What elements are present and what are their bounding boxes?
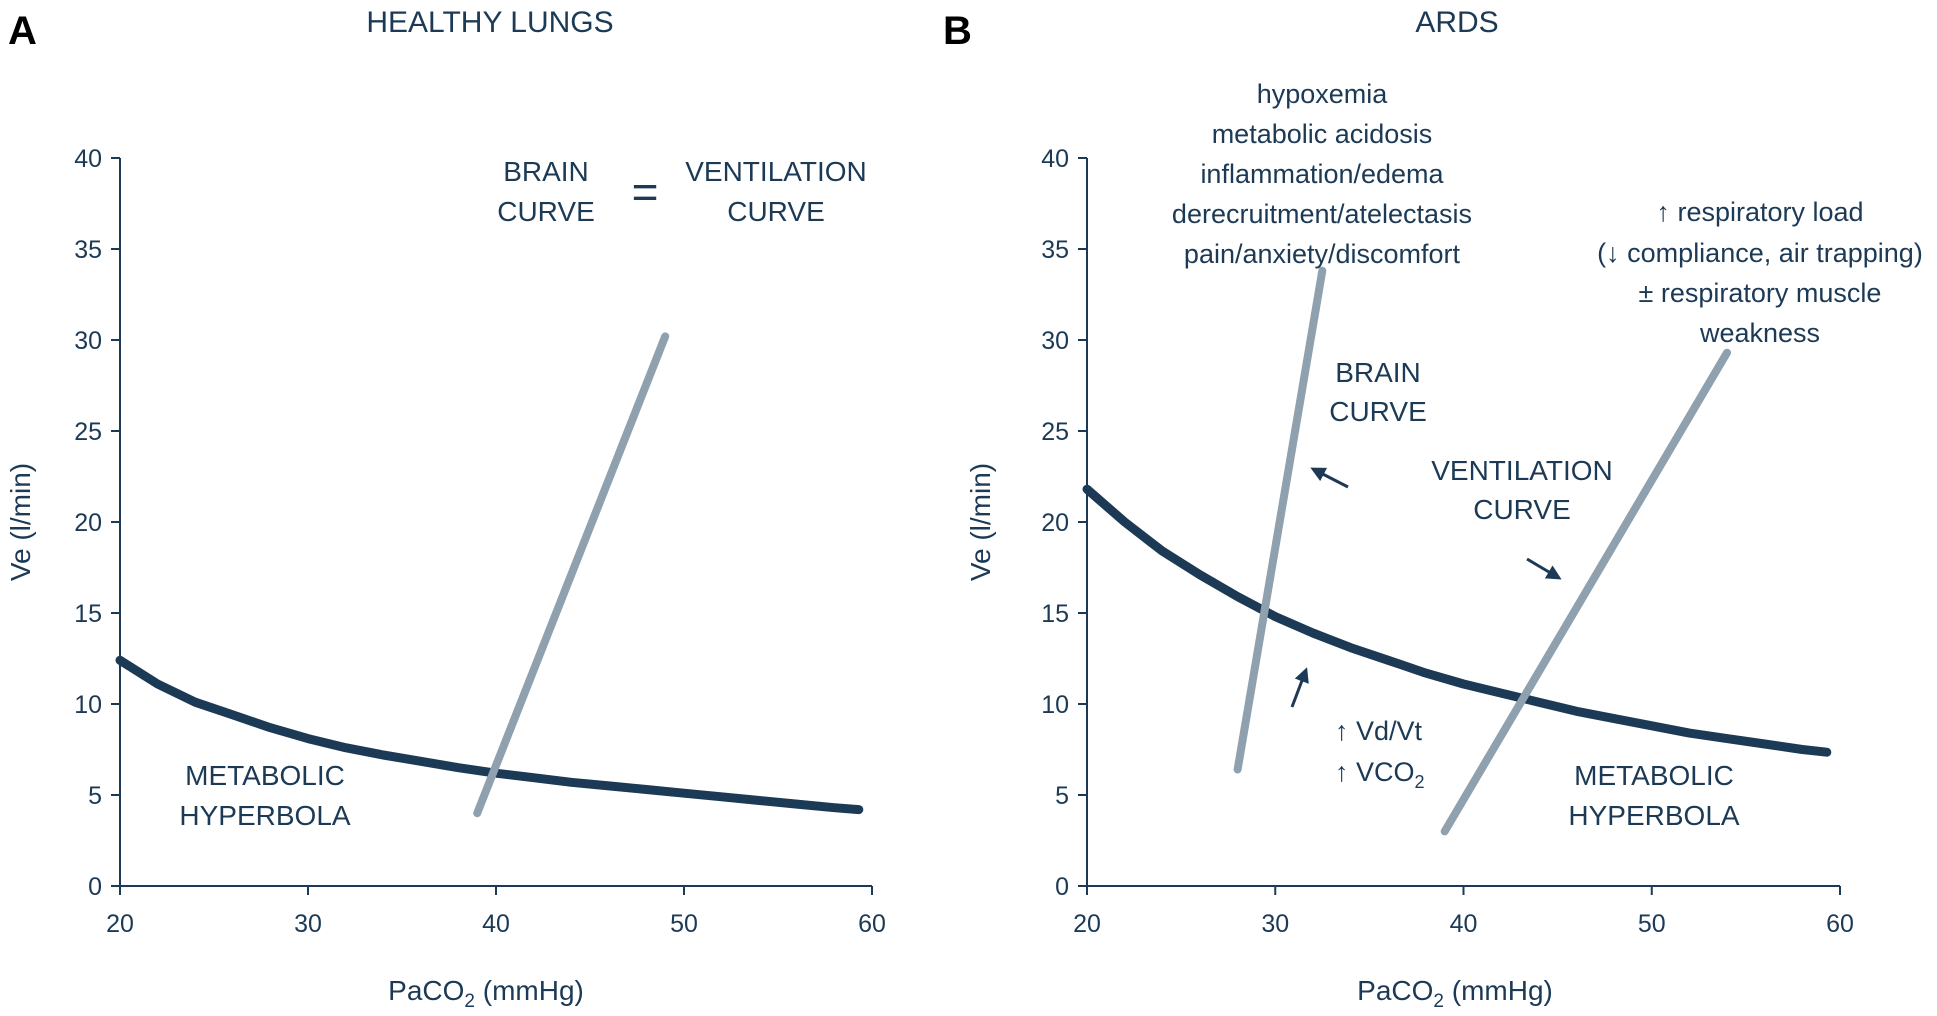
panel-b-y-tick-label: 15 bbox=[1041, 600, 1069, 628]
panel-a: A HEALTHY LUNGS 0 5 10 15 20 25 30 35 40 20 30 40 5… bbox=[5, 6, 886, 1012]
panel-b-y-tick-label: 10 bbox=[1041, 691, 1069, 719]
panel-b-hyperbola-label-1: METABOLIC bbox=[1574, 760, 1734, 791]
panel-a-y-tick-label: 35 bbox=[74, 236, 102, 264]
panel-b-ventilation-curve-line bbox=[1440, 348, 1731, 836]
panel-a-equals-sign: = bbox=[632, 166, 659, 218]
panel-a-y-tick-label: 10 bbox=[74, 691, 102, 719]
panel-b-hyperbola-label-2: HYPERBOLA bbox=[1568, 800, 1739, 831]
panel-b-brain-cause-1: hypoxemia bbox=[1257, 79, 1389, 109]
panel-b-y-ticks: 0 5 10 15 20 25 30 35 40 bbox=[1041, 145, 1087, 901]
panel-a-y-axis-label: Ve (l/min) bbox=[5, 463, 36, 581]
panel-a-ventilation-label-2: CURVE bbox=[727, 196, 825, 227]
panel-a-y-tick-label: 40 bbox=[74, 145, 102, 173]
panel-b-load-cause-2: (↓ compliance, air trapping) bbox=[1597, 238, 1923, 268]
panel-a-y-tick-label: 30 bbox=[74, 327, 102, 355]
panel-b-x-ticks: 20 30 40 50 60 bbox=[1073, 886, 1854, 938]
panel-b-hyperbola-shift-arrow bbox=[1290, 667, 1309, 708]
panel-a-x-ticks: 20 30 40 50 60 bbox=[106, 886, 886, 938]
panel-b-ventilation-label-1: VENTILATION bbox=[1431, 455, 1613, 486]
panel-a-x-tick-label: 40 bbox=[482, 910, 510, 938]
panel-a-hyperbola-label-2: HYPERBOLA bbox=[179, 800, 350, 831]
panel-b: B ARDS 0 5 10 15 20 25 30 35 40 20 30 40 50 60 Ve (l… bbox=[943, 6, 1923, 1012]
panel-a-hyperbola-label-1: METABOLIC bbox=[185, 760, 345, 791]
panel-a-y-ticks: 0 5 10 15 20 25 30 35 40 bbox=[74, 145, 120, 901]
panel-a-brain-label-1: BRAIN bbox=[503, 156, 589, 187]
panel-a-brain-label-2: CURVE bbox=[497, 196, 595, 227]
panel-b-x-tick-label: 40 bbox=[1450, 910, 1478, 938]
panel-b-y-axis-label: Ve (l/min) bbox=[965, 463, 996, 581]
panel-a-y-tick-label: 0 bbox=[88, 873, 102, 901]
panel-b-series bbox=[1082, 266, 1832, 836]
panel-b-ventilation-shift-arrow bbox=[1526, 557, 1562, 580]
panel-b-title: ARDS bbox=[1415, 6, 1498, 39]
panel-a-axes: 0 5 10 15 20 25 30 35 40 20 30 40 50 60 bbox=[74, 145, 886, 938]
panel-a-y-tick-label: 5 bbox=[88, 782, 102, 810]
panel-b-y-tick-label: 25 bbox=[1041, 418, 1069, 446]
panel-b-brain-curve-line bbox=[1233, 266, 1327, 774]
panel-b-y-tick-label: 35 bbox=[1041, 236, 1069, 264]
panel-a-series bbox=[115, 332, 864, 818]
panel-b-x-tick-label: 30 bbox=[1261, 910, 1289, 938]
panel-b-x-tick-label: 20 bbox=[1073, 910, 1101, 938]
panel-a-y-tick-label: 20 bbox=[74, 509, 102, 537]
panel-b-load-cause-4: weakness bbox=[1699, 318, 1820, 348]
panel-b-y-tick-label: 30 bbox=[1041, 327, 1069, 355]
panel-a-letter: A bbox=[8, 9, 37, 53]
panel-b-brain-label-1: BRAIN bbox=[1335, 357, 1421, 388]
panel-b-brain-shift-arrow bbox=[1310, 467, 1349, 489]
panel-b-brain-cause-3: inflammation/edema bbox=[1200, 159, 1444, 189]
panel-b-vdvt-label: ↑ Vd/Vt bbox=[1335, 716, 1423, 746]
panel-b-letter: B bbox=[943, 9, 972, 53]
panel-b-axes: 0 5 10 15 20 25 30 35 40 20 30 40 50 60 bbox=[1041, 145, 1854, 938]
panel-b-y-tick-label: 5 bbox=[1055, 782, 1069, 810]
panel-b-brain-label-2: CURVE bbox=[1329, 396, 1427, 427]
panel-a-x-tick-label: 50 bbox=[670, 910, 698, 938]
panel-b-brain-cause-4: derecruitment/atelectasis bbox=[1172, 199, 1472, 229]
panel-b-y-tick-label: 20 bbox=[1041, 509, 1069, 537]
panel-b-brain-cause-2: metabolic acidosis bbox=[1212, 119, 1433, 149]
panel-b-x-tick-label: 50 bbox=[1638, 910, 1666, 938]
panel-b-ventilation-label-2: CURVE bbox=[1473, 494, 1571, 525]
panel-b-y-tick-label: 40 bbox=[1041, 145, 1069, 173]
panel-a-ventilation-label-1: VENTILATION bbox=[685, 156, 867, 187]
panel-b-x-axis-label: PaCO2 (mmHg) bbox=[1357, 975, 1553, 1012]
panel-b-y-tick-label: 0 bbox=[1055, 873, 1069, 901]
panel-b-metabolic-hyperbola-line bbox=[1082, 484, 1832, 757]
panel-a-x-axis-label: PaCO2 (mmHg) bbox=[388, 975, 584, 1012]
panel-b-load-cause-3: ± respiratory muscle bbox=[1639, 278, 1882, 308]
panel-b-vco2-label: ↑ VCO2 bbox=[1335, 757, 1425, 792]
panel-a-x-tick-label: 30 bbox=[294, 910, 322, 938]
panel-b-brain-cause-5: pain/anxiety/discomfort bbox=[1184, 239, 1461, 269]
panel-a-y-tick-label: 25 bbox=[74, 418, 102, 446]
panel-a-x-tick-label: 60 bbox=[858, 910, 886, 938]
panel-b-x-tick-label: 60 bbox=[1826, 910, 1854, 938]
panel-b-load-cause-1: ↑ respiratory load bbox=[1656, 197, 1863, 227]
panel-a-y-tick-label: 15 bbox=[74, 600, 102, 628]
panel-a-ventilation-curve-line bbox=[473, 332, 670, 818]
panel-a-title: HEALTHY LUNGS bbox=[366, 6, 613, 39]
panel-a-x-tick-label: 20 bbox=[106, 910, 134, 938]
